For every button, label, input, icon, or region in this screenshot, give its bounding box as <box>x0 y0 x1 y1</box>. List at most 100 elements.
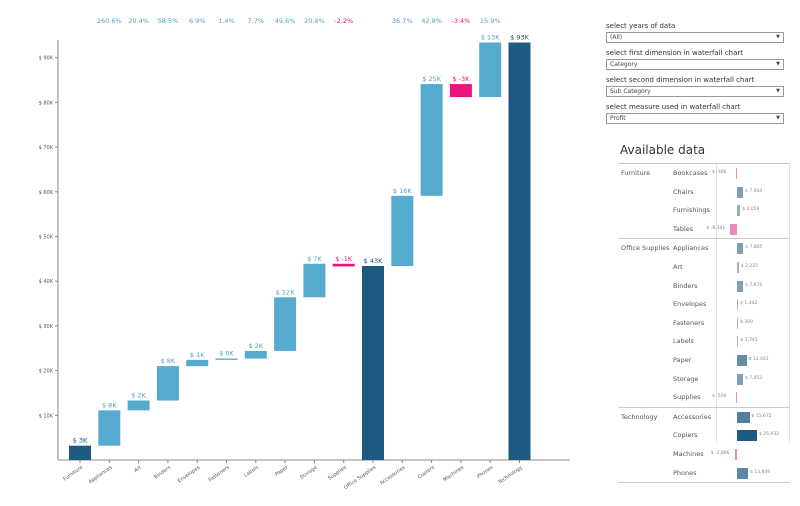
measure-dropdown[interactable]: Profit ▼ <box>606 113 784 124</box>
table-row: Machines $ -2,866 <box>618 445 790 464</box>
y-tick-label: $ 60K <box>39 190 54 196</box>
percent-change-label: 42.8% <box>421 17 442 25</box>
x-tick-label: Art <box>133 465 143 474</box>
x-tick-label: Paper <box>274 464 290 478</box>
value-bar <box>737 317 738 329</box>
x-tick-label: Machines <box>442 465 465 484</box>
x-tick-label: Fasteners <box>208 464 231 483</box>
percent-change-label: 49.6% <box>275 17 296 25</box>
subcategory-label: Phones <box>673 468 697 477</box>
y-tick-label: $ 10K <box>39 413 54 419</box>
x-tick-label: Furniture <box>62 465 84 483</box>
bar-value-label: $ 13K <box>481 34 500 42</box>
x-tick-label: Envelopes <box>177 464 202 484</box>
divider <box>789 163 790 443</box>
value-bar <box>730 223 737 235</box>
value-label: $ -550 <box>712 394 727 400</box>
bar-value-label: $ 8K <box>102 401 117 409</box>
available-data-title: Available data <box>620 143 706 157</box>
bar-value-label: $ 43K <box>364 257 383 265</box>
y-tick-label: $ 70K <box>39 145 54 151</box>
value-label: $ 13,849 <box>750 469 771 475</box>
value-label: $ 7,670 <box>745 282 763 288</box>
bar-value-label: $ 16K <box>393 187 412 195</box>
value-bar <box>737 467 749 479</box>
second-dimension-filter: select second dimension in waterfall cha… <box>606 76 784 97</box>
years-filter-label: select years of data <box>606 22 676 30</box>
category-label: Furniture <box>621 169 651 177</box>
years-dropdown[interactable]: (All) ▼ <box>606 32 784 43</box>
years-value: (All) <box>610 34 623 41</box>
x-tick-label: Accessories <box>379 465 407 487</box>
percent-change-label: 260.6% <box>97 17 122 25</box>
second-dimension-value: Sub Category <box>610 88 651 95</box>
subcategory-label: Paper <box>673 355 692 364</box>
subcategory-label: Copiers <box>673 431 698 440</box>
category-label: Technology <box>621 412 658 421</box>
waterfall-bar-phones <box>479 42 502 98</box>
subcategory-label: Chairs <box>673 187 694 196</box>
value-bar <box>737 299 739 311</box>
x-tick-label: Supplies <box>327 465 348 482</box>
group-furniture: Furniture Bookcases $ -366 Chairs $ 7,644 Fur… <box>618 163 790 238</box>
value-label: $ 15,672 <box>751 413 772 419</box>
value-bar <box>737 354 747 366</box>
x-tick-label: Labels <box>243 464 260 478</box>
waterfall-bar-accessories <box>391 195 414 267</box>
subcategory-label: Appliances <box>673 244 709 253</box>
value-bar <box>737 373 743 385</box>
category-label: Office Supplies <box>621 244 670 253</box>
value-label: $ 12,041 <box>748 356 769 362</box>
value-label: $ 7,865 <box>745 245 763 251</box>
value-bar <box>736 392 737 404</box>
table-row: Copiers $ 25,032 <box>618 426 790 445</box>
percent-change-label: 58.5% <box>158 17 179 25</box>
value-label: $ 1,442 <box>740 301 758 307</box>
subcategory-label: Tables <box>673 224 694 233</box>
percent-change-label: 15.9% <box>480 17 501 25</box>
value-bar <box>736 168 737 179</box>
waterfall-bar-office-supplies <box>362 266 384 460</box>
percent-change-label: 20.4% <box>304 17 325 25</box>
waterfall-chart: $ 10K $ 20K $ 30K $ 40K $ 50K $ 60K $ 70K $ 80K… <box>39 17 570 491</box>
value-bar <box>737 261 739 273</box>
second-dimension-dropdown[interactable]: Sub Category ▼ <box>606 86 784 97</box>
bar-value-label: $ 2K <box>248 342 263 350</box>
bar-value-label: $ 25K <box>422 75 441 83</box>
value-label: $ -366 <box>712 170 727 175</box>
subcategory-label: Machines <box>673 449 704 458</box>
waterfall-bar-envelopes <box>186 359 209 367</box>
bar-value-label: $ 93K <box>510 34 529 42</box>
table-row: Supplies $ -550 <box>618 388 790 407</box>
waterfall-bar-paper <box>274 297 297 351</box>
y-tick-label: $ 40K <box>39 279 54 285</box>
x-tick-label: Binders <box>153 465 172 481</box>
table-row: Phones $ 13,849 <box>618 464 790 483</box>
table-row: Paper $ 12,041 <box>618 351 790 370</box>
waterfall-bar-storage <box>303 263 326 298</box>
x-tick-label: Copiers <box>417 465 436 481</box>
waterfall-bar-binders <box>156 366 179 401</box>
first-dimension-dropdown[interactable]: Category ▼ <box>606 59 784 70</box>
subcategory-label: Accessories <box>673 412 712 421</box>
subcategory-label: Envelopes <box>673 300 707 309</box>
value-label: $ -8,141 <box>706 225 726 231</box>
first-dimension-filter: select first dimension in waterfall char… <box>606 49 784 70</box>
x-tick-label: Phones <box>476 464 495 480</box>
value-bar <box>737 280 744 292</box>
subcategory-label: Furnishings <box>673 206 710 215</box>
dropdown-arrow-icon: ▼ <box>776 34 780 40</box>
waterfall-bar-fasteners <box>215 358 238 360</box>
x-tick-label: Storage <box>299 465 318 481</box>
available-data-table: Furniture Bookcases $ -366 Chairs $ 7,644 Fur… <box>618 163 790 484</box>
value-bar <box>737 205 741 217</box>
waterfall-bar-appliances <box>98 410 121 446</box>
value-label: $ 25,032 <box>759 432 780 438</box>
table-row: Storage $ 7,453 <box>618 370 790 389</box>
dropdown-arrow-icon: ▼ <box>776 88 780 94</box>
group-office-supplies: Office Supplies Appliances $ 7,865 Art $ 2,2… <box>618 238 790 406</box>
x-tick-label: Technology <box>496 465 523 487</box>
dropdown-arrow-icon: ▼ <box>776 61 780 67</box>
measure-value: Profit <box>610 115 626 122</box>
bar-value-label: $ -1K <box>335 255 353 263</box>
